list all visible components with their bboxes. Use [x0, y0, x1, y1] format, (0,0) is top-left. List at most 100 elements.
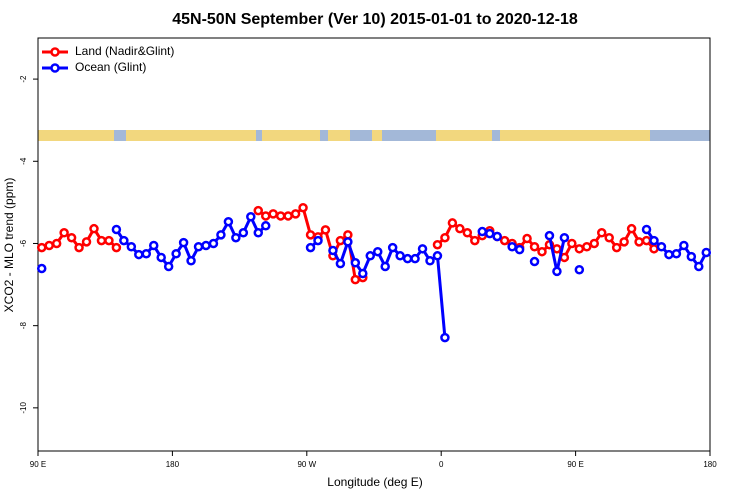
data-point	[275, 211, 286, 221]
data-point	[484, 228, 495, 239]
legend-marker	[50, 63, 60, 73]
data-point	[186, 255, 196, 266]
data-point	[626, 223, 637, 234]
data-point	[283, 211, 293, 221]
data-point	[664, 249, 674, 260]
data-point	[223, 216, 234, 227]
data-point	[328, 245, 338, 256]
data-point	[567, 238, 577, 249]
y-tick-label: -6	[19, 239, 28, 247]
map-strip	[38, 130, 710, 141]
data-point	[163, 261, 174, 272]
data-point	[447, 218, 458, 228]
data-point	[701, 247, 712, 258]
data-point	[641, 224, 652, 235]
data-point	[305, 230, 316, 240]
data-point	[298, 202, 308, 213]
data-point	[582, 242, 592, 252]
data-point	[470, 235, 480, 246]
data-point	[671, 248, 682, 259]
legend-label: Land (Nadir&Glint)	[75, 44, 174, 58]
x-tick-label: 180	[703, 460, 717, 469]
data-point	[141, 248, 152, 259]
data-point	[358, 268, 368, 279]
x-tick-label: 90 E	[30, 460, 46, 469]
data-point	[260, 211, 271, 221]
legend-label: Ocean (Glint)	[75, 60, 146, 74]
x-axis-label: Longitude (deg E)	[327, 475, 422, 489]
data-point	[686, 251, 697, 262]
data-point	[611, 242, 622, 253]
data-point	[343, 237, 353, 247]
data-point	[260, 221, 271, 231]
data-point	[425, 255, 435, 266]
data-point	[694, 261, 704, 272]
data-point	[96, 235, 107, 246]
data-point	[238, 228, 249, 238]
data-point	[619, 237, 629, 247]
legend-marker	[50, 47, 60, 57]
data-point	[36, 242, 47, 253]
plot-frame	[37, 37, 711, 452]
data-point	[148, 240, 159, 251]
data-point	[320, 225, 331, 235]
data-point	[268, 209, 278, 219]
data-point	[208, 238, 219, 249]
data-point	[455, 223, 465, 234]
data-point	[231, 232, 241, 243]
data-point	[104, 235, 114, 246]
data-point	[350, 258, 361, 268]
data-point	[402, 253, 413, 264]
data-point	[522, 233, 532, 244]
data-point	[313, 235, 323, 246]
data-point	[596, 228, 607, 238]
data-point	[111, 224, 122, 235]
data-point	[552, 244, 562, 254]
data-point	[36, 263, 47, 274]
data-point	[440, 332, 450, 343]
data-point	[507, 242, 517, 252]
data-point	[574, 244, 585, 254]
data-point	[253, 205, 264, 216]
data-point	[119, 235, 129, 246]
data-point	[350, 274, 361, 285]
data-point	[201, 240, 211, 251]
data-point	[74, 242, 84, 253]
data-point	[253, 228, 264, 238]
y-tick-label: -4	[19, 157, 28, 165]
data-point	[604, 232, 614, 243]
data-point	[156, 252, 166, 263]
data-point	[171, 248, 181, 259]
data-point	[387, 242, 398, 253]
data-point	[365, 251, 376, 261]
data-point	[305, 242, 316, 253]
data-point	[656, 242, 667, 252]
data-point	[462, 228, 473, 238]
x-tick-label: 90 E	[567, 460, 583, 469]
x-tick-label: 0	[439, 460, 444, 469]
data-point	[537, 246, 547, 257]
series-line	[115, 213, 708, 338]
data-point	[559, 232, 570, 243]
data-point	[290, 209, 301, 219]
x-tick-label: 180	[166, 460, 180, 469]
data-point	[529, 242, 540, 252]
data-point	[432, 239, 443, 250]
data-point	[380, 261, 390, 272]
data-point	[216, 230, 226, 240]
data-point	[649, 244, 659, 254]
data-point	[679, 240, 689, 251]
data-point	[395, 251, 405, 261]
data-point	[552, 266, 562, 277]
data-point	[89, 223, 99, 234]
data-point	[432, 251, 443, 261]
data-point	[589, 238, 600, 249]
data-point	[529, 256, 540, 267]
y-tick-label: -8	[19, 322, 28, 330]
data-point	[634, 237, 644, 247]
data-point	[410, 253, 420, 264]
y-tick-label: -2	[19, 75, 28, 83]
data-point	[51, 238, 62, 249]
data-point	[246, 212, 256, 222]
data-point	[134, 249, 144, 260]
